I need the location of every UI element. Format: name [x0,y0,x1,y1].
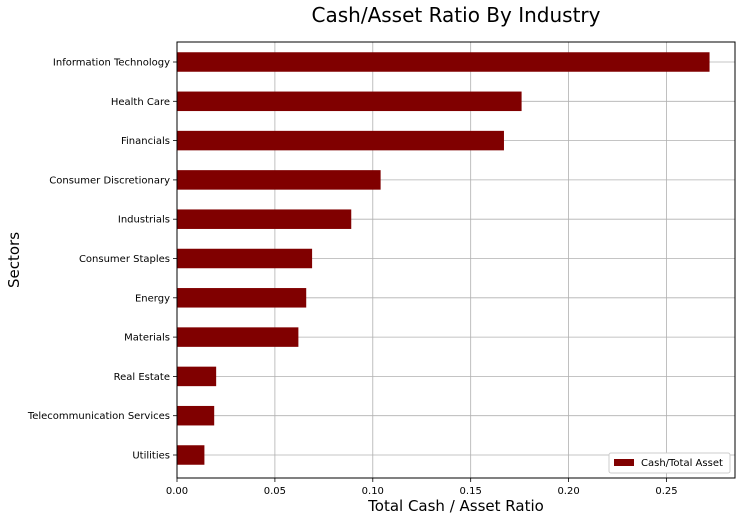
x-tick-label: 0.25 [655,486,677,497]
x-tick-labels: 0.00 0.05 0.10 0.15 0.20 0.25 [166,478,678,497]
bar [177,327,299,347]
y-tick-label: Materials [124,333,170,344]
bar [177,209,352,229]
legend-swatch [614,459,634,466]
legend-label: Cash/Total Asset [641,458,723,469]
legend-box [608,452,731,474]
chart-title: Cash/Asset Ratio By Industry [312,3,601,27]
x-tick-label: 0.15 [460,486,482,497]
y-axis-label: Sectors [5,232,23,288]
y-tick-labels: Information Technology Health Care Financi… [27,58,177,462]
bar [177,445,205,465]
x-tick-label: 0.10 [362,486,384,497]
y-tick-label: Telecommunication Services [27,411,170,422]
legend: Cash/Total Asset [608,452,731,474]
plot-frame [176,41,736,479]
bars [177,52,710,465]
x-axis-label: Total Cash / Asset Ratio [367,497,544,515]
y-tick-label: Industrials [118,215,170,226]
bar [177,248,313,269]
bar [177,366,217,387]
bar [177,52,710,72]
y-tick-label: Utilities [132,451,170,462]
y-tick-label: Health Care [111,97,170,108]
bar [177,170,381,190]
y-tick-label: Consumer Discretionary [49,175,170,186]
y-tick-label: Consumer Staples [79,254,170,265]
bar [177,288,307,308]
bar [177,130,504,151]
x-tick-label: 0.00 [166,486,188,497]
x-tick-label: 0.05 [264,486,286,497]
y-tick-label: Information Technology [53,58,170,69]
bar [177,91,522,112]
y-tick-label: Real Estate [114,372,170,383]
y-tick-label: Energy [135,293,170,304]
x-tick-label: 0.20 [557,486,579,497]
y-tick-label: Financials [121,136,170,147]
bar [177,405,215,426]
